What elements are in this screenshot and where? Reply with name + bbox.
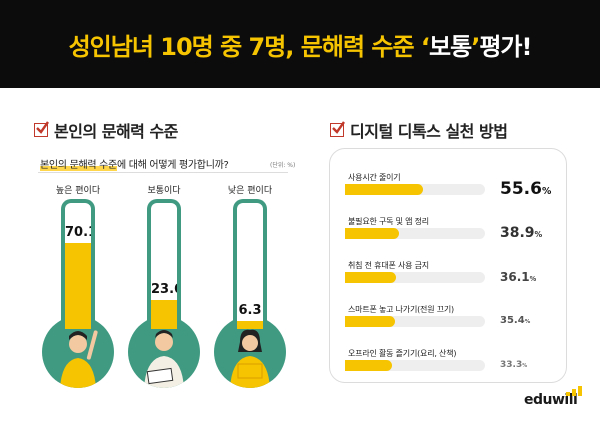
detox-bar bbox=[345, 272, 396, 283]
detox-category-label: 사용시간 줄이기 bbox=[348, 173, 401, 182]
thermo-category-label: 높은 편이다 bbox=[55, 186, 101, 196]
thermo-category-label: 보통이다 bbox=[147, 186, 181, 196]
thermo-fill-bar bbox=[151, 300, 177, 329]
detox-bar-track bbox=[345, 316, 485, 327]
detox-category-label: 불필요한 구독 및 앱 정리 bbox=[348, 217, 429, 226]
detox-bar bbox=[345, 184, 423, 195]
detox-bar-track bbox=[345, 184, 485, 195]
detox-bar bbox=[345, 360, 392, 371]
thermo-value-label: 6.3 bbox=[238, 303, 262, 318]
checkbox-icon bbox=[330, 121, 345, 137]
unit-label: (단위: %) bbox=[270, 162, 296, 169]
detox-panel bbox=[329, 148, 567, 383]
thermo-category-label: 낮은 편이다 bbox=[227, 186, 273, 196]
detox-value-label: 55.6% bbox=[500, 178, 552, 199]
detox-bar-track bbox=[345, 272, 485, 283]
thermo-value-label: 70.1 bbox=[65, 225, 95, 240]
detox-category-label: 오프라인 활동 즐기기(요리, 산책) bbox=[348, 349, 457, 358]
detox-bar-track bbox=[345, 360, 485, 371]
detox-bar bbox=[345, 316, 395, 327]
detox-value-label: 33.3% bbox=[500, 359, 528, 370]
thermo-tube: 70.1 bbox=[61, 199, 95, 329]
thermo-fill-bar bbox=[237, 321, 263, 329]
divider bbox=[38, 172, 288, 173]
detox-bar bbox=[345, 228, 399, 239]
thermo-value-label: 23.6 bbox=[151, 282, 181, 297]
page-title: 성인남녀 10명 중 7명, 문해력 수준 ‘보통’평가! bbox=[68, 32, 533, 61]
right-section-title: 디지털 디톡스 실천 방법 bbox=[330, 118, 508, 142]
header-banner: 성인남녀 10명 중 7명, 문해력 수준 ‘보통’평가! bbox=[0, 0, 600, 88]
thermo-tube: 6.3 bbox=[233, 199, 267, 329]
detox-bar-track bbox=[345, 228, 485, 239]
brand-logo: eduwill bbox=[524, 392, 578, 408]
logo-mark-icon bbox=[566, 386, 582, 396]
detox-category-label: 스마트폰 놓고 나가기(전원 끄기) bbox=[348, 305, 454, 314]
checkbox-icon bbox=[34, 121, 49, 137]
thermo-bulb-illustration bbox=[128, 316, 200, 388]
detox-category-label: 취침 전 휴대폰 사용 금지 bbox=[348, 261, 429, 270]
detox-value-label: 38.9% bbox=[500, 224, 543, 241]
thermo-fill-bar bbox=[65, 243, 91, 329]
detox-value-label: 35.4% bbox=[500, 315, 531, 326]
detox-value-label: 36.1% bbox=[500, 269, 537, 284]
thermo-tube: 23.6 bbox=[147, 199, 181, 329]
left-section-title: 본인의 문해력 수준 bbox=[34, 118, 178, 142]
thermo-bulb-illustration bbox=[42, 316, 114, 388]
survey-question: 본인의 문해력 수준에 대해 어떻게 평가합니까? bbox=[40, 160, 229, 171]
